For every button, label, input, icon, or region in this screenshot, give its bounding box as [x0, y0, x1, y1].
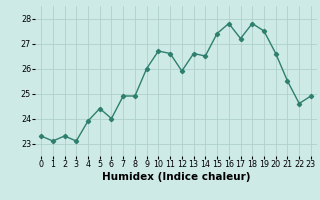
- X-axis label: Humidex (Indice chaleur): Humidex (Indice chaleur): [102, 172, 250, 182]
